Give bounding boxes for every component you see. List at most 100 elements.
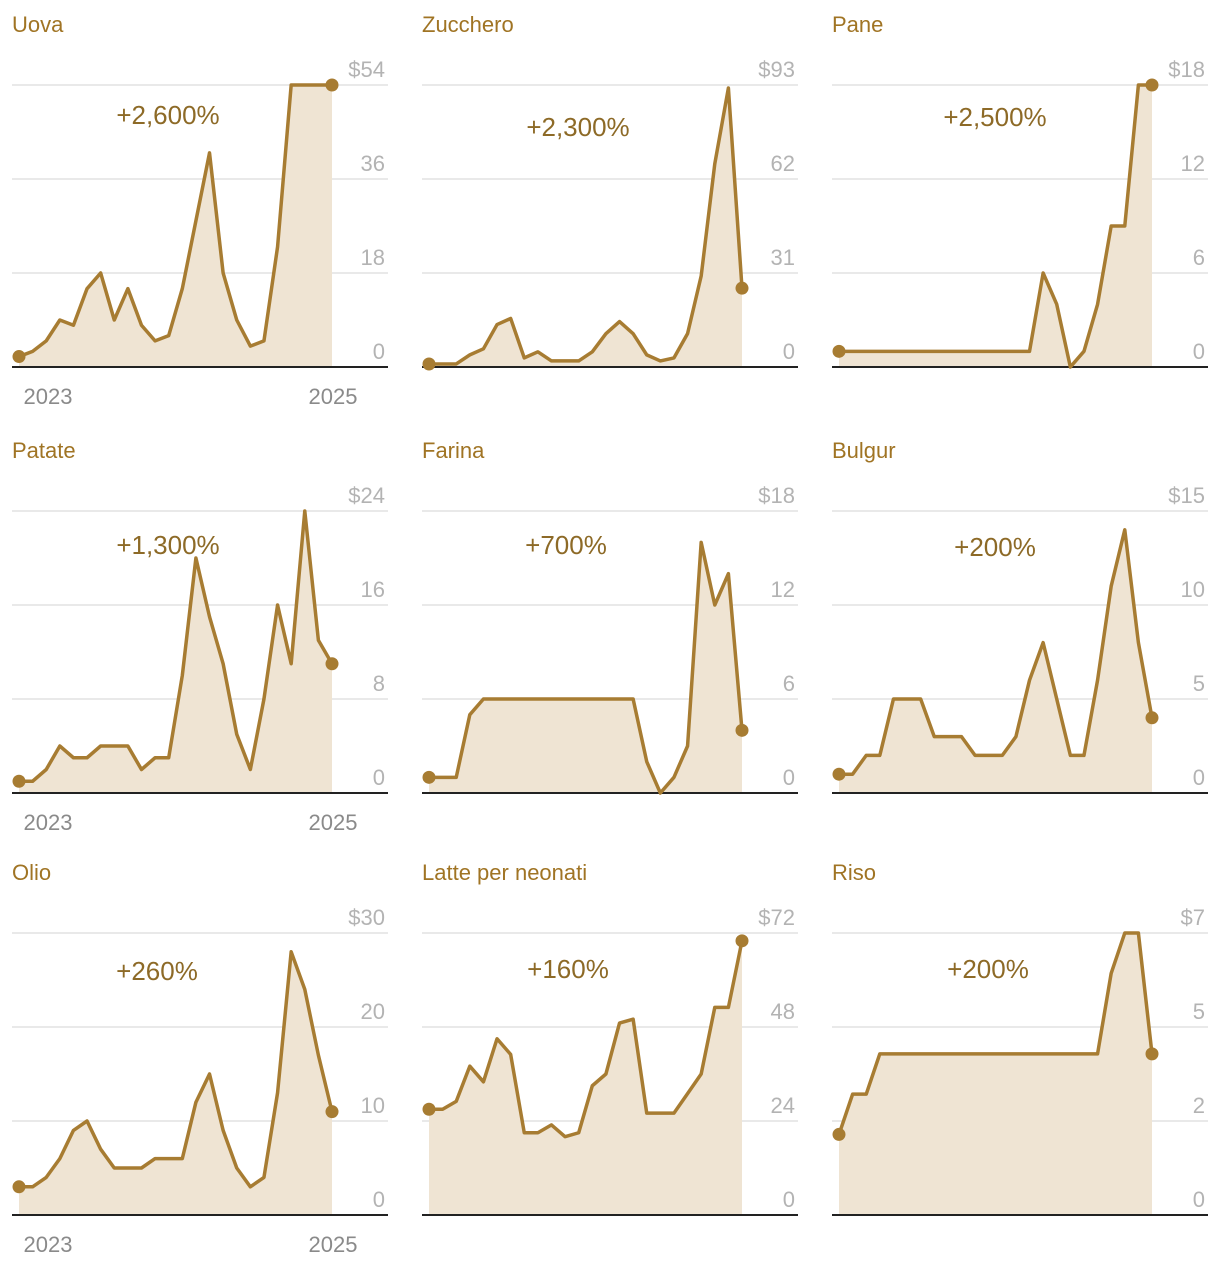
x-tick-label: 2023 [24,1232,73,1257]
series-line [17,83,334,359]
y-tick-label: 0 [1193,1187,1205,1212]
chart-panel: Riso 0 2 5 $7 +200% [820,848,1210,1268]
series-line [837,931,1154,1137]
start-point-marker [832,767,846,781]
series-line [837,528,1154,776]
series-area [429,88,742,367]
y-tick-label: 0 [1193,765,1205,790]
y-tick-label: 0 [373,1187,385,1212]
percent-change-label: +160% [527,954,609,984]
start-point-marker [12,350,26,364]
chart-svg: 0 31 62 $93 +2,300% [422,57,798,371]
y-tick-label: $54 [348,57,385,82]
y-tick-label: $24 [348,483,385,508]
y-tick-label: $72 [758,905,795,930]
end-point-marker [325,657,339,671]
y-tick-label: 62 [771,151,795,176]
chart-svg: 0 2 5 $7 +200% [832,905,1208,1216]
start-point-marker [422,1102,436,1116]
start-point-marker [832,1127,846,1141]
x-tick-label: 2025 [309,810,358,835]
percent-change-label: +2,300% [526,112,629,142]
chart-svg: 0 10 20 $30 +260% 2023 2025 [12,905,388,1257]
y-tick-label: 5 [1193,671,1205,696]
chart-title: Olio [12,860,52,885]
percent-change-label: +700% [525,530,607,560]
percent-change-label: +2,600% [116,100,219,130]
series-area [19,85,332,367]
chart-title: Pane [832,12,884,37]
series-line [837,83,1154,369]
end-point-marker [735,281,749,295]
chart-panel: Latte per neonati 0 24 48 $72 +160% [410,848,800,1268]
series-area [839,529,1152,793]
y-tick-label: 24 [771,1093,795,1118]
percent-change-label: +2,500% [943,102,1046,132]
series-line [427,939,744,1139]
chart-svg: 0 24 48 $72 +160% [422,905,798,1216]
series-line [427,540,744,795]
y-tick-label: 12 [1181,151,1205,176]
y-tick-label: 18 [361,245,385,270]
y-tick-label: 0 [373,339,385,364]
chart-title: Patate [12,438,76,463]
x-tick-label: 2023 [24,384,73,409]
chart-panel: Olio 0 10 20 $30 +260% 2023 2025 [0,848,390,1268]
series-area [839,933,1152,1215]
y-tick-label: 20 [361,999,385,1024]
y-tick-label: 12 [771,577,795,602]
chart-panel: Zucchero 0 31 62 $93 +2,300% [410,0,800,420]
series-area [429,542,742,793]
percent-change-label: +200% [947,954,1029,984]
y-tick-label: 10 [361,1093,385,1118]
y-tick-label: 5 [1193,999,1205,1024]
percent-change-label: +260% [116,956,198,986]
end-point-marker [325,1105,339,1119]
end-point-marker [325,78,339,92]
series-line [427,86,744,366]
y-tick-label: $15 [1168,483,1205,508]
chart-panel: Farina 0 6 12 $18 +700% [410,426,800,846]
percent-change-label: +1,300% [116,530,219,560]
start-point-marker [12,1180,26,1194]
chart-panel: Uova 0 18 36 $54 +2,600% 2023 2025 [0,0,390,420]
series-area [839,85,1152,367]
y-tick-label: 0 [783,339,795,364]
y-tick-label: $30 [348,905,385,930]
y-tick-label: 6 [1193,245,1205,270]
end-point-marker [735,723,749,737]
y-tick-label: 16 [361,577,385,602]
x-tick-label: 2025 [309,1232,358,1257]
end-point-marker [1145,711,1159,725]
y-tick-label: 31 [771,245,795,270]
y-tick-label: $18 [758,483,795,508]
chart-svg: 0 8 16 $24 +1,300% 2023 2025 [12,483,388,835]
chart-panel: Pane 0 6 12 $18 +2,500% [820,0,1210,420]
end-point-marker [735,934,749,948]
chart-svg: 0 18 36 $54 +2,600% 2023 2025 [12,57,388,409]
end-point-marker [1145,78,1159,92]
chart-svg: 0 6 12 $18 +700% [422,483,798,795]
chart-title: Bulgur [832,438,896,463]
y-tick-label: 36 [361,151,385,176]
start-point-marker [12,774,26,788]
y-tick-label: 6 [783,671,795,696]
x-tick-label: 2023 [24,810,73,835]
chart-svg: 0 6 12 $18 +2,500% [832,57,1208,369]
y-tick-label: 0 [783,765,795,790]
y-tick-label: 0 [783,1187,795,1212]
series-area [429,940,742,1215]
series-area [19,951,332,1215]
y-tick-label: 0 [1193,339,1205,364]
y-tick-label: 48 [771,999,795,1024]
x-tick-label: 2025 [309,384,358,409]
chart-title: Farina [422,438,485,463]
chart-title: Latte per neonati [422,860,588,885]
y-tick-label: 10 [1181,577,1205,602]
start-point-marker [422,357,436,371]
y-tick-label: $7 [1181,905,1205,930]
y-tick-label: 8 [373,671,385,696]
end-point-marker [1145,1047,1159,1061]
chart-title: Riso [832,860,877,885]
